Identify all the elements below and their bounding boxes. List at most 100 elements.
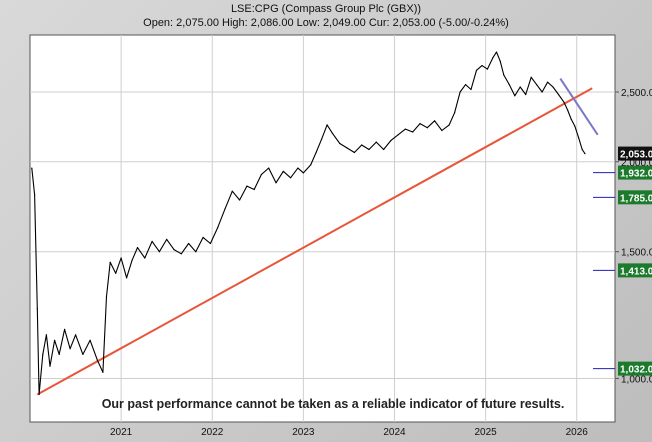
price-point: [64, 328, 66, 330]
price-point: [525, 93, 527, 96]
price-point: [426, 127, 428, 129]
price-point: [361, 144, 363, 146]
price-point: [268, 167, 270, 169]
x-tick-label: 2022: [201, 427, 224, 438]
price-point: [158, 251, 160, 253]
target-price-tag: [618, 361, 652, 376]
target-price-label: 1,413.00: [620, 266, 652, 277]
price-point: [412, 131, 414, 133]
price-point: [346, 147, 348, 149]
price-point: [82, 353, 84, 355]
price-point: [102, 371, 104, 373]
price-point: [310, 164, 312, 166]
price-point: [34, 194, 36, 196]
price-point: [584, 153, 586, 155]
price-point: [131, 259, 133, 261]
price-point: [144, 257, 146, 259]
price-point: [96, 359, 98, 361]
y-tick-label: 2,500.00: [621, 88, 652, 99]
price-point: [282, 170, 284, 172]
price-point: [246, 185, 248, 187]
current-price-tag: [618, 146, 652, 161]
price-point: [339, 142, 341, 145]
trend-line: [36, 87, 593, 396]
price-point: [166, 238, 168, 240]
price-point: [368, 148, 370, 151]
price-point: [115, 272, 117, 274]
price-point: [58, 353, 60, 355]
price-point: [441, 129, 443, 132]
plot-area: [29, 34, 616, 423]
price-point: [69, 348, 71, 350]
price-point: [239, 199, 241, 201]
price-point: [557, 93, 560, 96]
price-point: [547, 81, 549, 83]
price-point: [89, 339, 91, 341]
price-point: [397, 134, 399, 136]
chart-subtitle: Open: 2,075.00 High: 2,086.00 Low: 2,049…: [143, 17, 509, 29]
price-point: [503, 74, 505, 76]
price-point: [31, 167, 33, 169]
price-point: [519, 86, 521, 88]
price-point: [297, 167, 299, 169]
price-point: [459, 91, 461, 93]
y-tick-label: 2,000.00: [621, 158, 652, 169]
price-series: [31, 51, 586, 396]
price-point: [465, 84, 467, 86]
price-point: [567, 109, 569, 111]
price-point: [404, 128, 406, 130]
x-tick-label: 2023: [292, 427, 315, 438]
target-price-label: 1,932.00: [620, 169, 652, 180]
price-point: [231, 190, 233, 192]
price-point: [514, 95, 516, 97]
current-price-label: 2,053.00: [620, 150, 652, 161]
price-point: [475, 69, 478, 71]
price-point: [45, 334, 48, 336]
price-point: [470, 88, 472, 91]
y-tick-label: 1,500.00: [621, 248, 652, 259]
target-markers: 2,053.00 1,932.00 1,785.00 1,413.00 1,032.00: [593, 146, 652, 376]
price-point: [574, 125, 576, 127]
price-point: [260, 173, 262, 176]
price-point: [492, 57, 494, 59]
disclaimer-text: Our past performance cannot be taken as …: [102, 397, 565, 411]
price-point: [383, 148, 385, 151]
price-point: [253, 188, 255, 191]
price-point: [448, 124, 450, 126]
y-tick-label: 1,000.00: [621, 374, 652, 385]
price-point: [321, 138, 323, 140]
trend-line: [559, 77, 599, 136]
price-point: [508, 84, 510, 86]
price-point: [315, 151, 317, 154]
price-point: [552, 86, 554, 88]
price-point: [217, 227, 219, 229]
price-point: [419, 123, 421, 125]
trend-lines: [36, 77, 599, 396]
price-point: [275, 182, 277, 184]
x-tick-label: 2026: [566, 427, 589, 438]
price-point: [49, 365, 51, 367]
price-point: [486, 68, 488, 70]
price-point: [570, 118, 572, 120]
axes: 2021 2022 2023 2024 2025 2026 2,500.00 2,000.00…: [110, 88, 652, 438]
price-point: [390, 140, 392, 142]
price-point: [136, 247, 139, 249]
price-point: [326, 124, 328, 126]
price-point: [536, 84, 538, 86]
price-point: [209, 242, 211, 245]
price-point: [434, 120, 436, 122]
price-point: [173, 249, 175, 251]
price-point: [353, 151, 355, 154]
price-point: [202, 236, 204, 238]
price-point: [151, 240, 153, 242]
price-point: [38, 393, 40, 396]
price-point: [563, 101, 565, 103]
price-point: [481, 65, 483, 67]
price-point: [578, 137, 580, 139]
price-point: [454, 112, 456, 114]
price-point: [54, 339, 56, 341]
chart-title: LSE:CPG (Compass Group Plc (GBX)): [230, 3, 422, 15]
price-point: [541, 91, 543, 93]
price-point: [36, 308, 38, 310]
price-point: [290, 177, 292, 179]
